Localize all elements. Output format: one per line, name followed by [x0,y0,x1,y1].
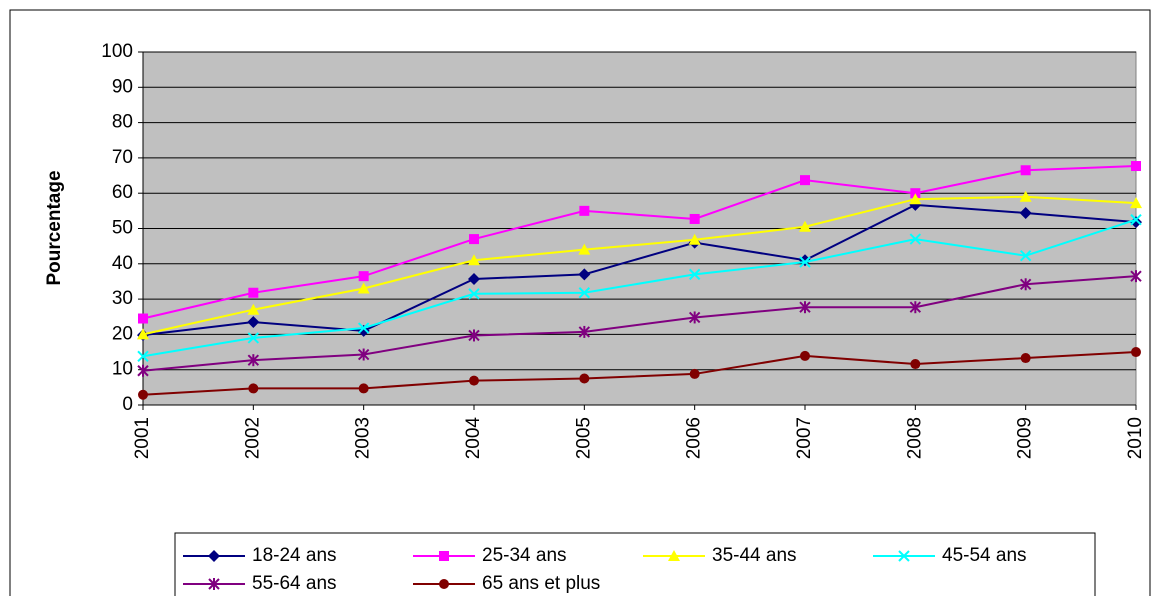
legend-label: 45-54 ans [942,545,1027,566]
series-line [142,165,1137,320]
data-point [248,383,259,394]
y-tick-label: 10 [112,359,133,380]
data-point [247,316,260,329]
data-point [1130,270,1142,283]
series-line [142,195,1137,336]
y-tick-label: 40 [112,253,133,274]
legend-marker [208,550,220,562]
legend-label: 65 ans et plus [482,573,600,594]
x-tick-label: 2005 [573,417,594,459]
data-point [1020,353,1031,364]
data-point [469,375,479,386]
y-tick-label: 20 [112,323,133,344]
legend-marker [898,550,910,562]
y-tick-label: 90 [112,76,133,97]
data-point [468,272,480,285]
data-point [910,188,921,199]
x-tick-label: 2010 [1125,417,1146,459]
data-point [138,313,148,324]
data-point [357,282,370,294]
data-point [688,268,701,281]
data-point [1019,190,1032,202]
y-tick-label: 60 [112,182,133,203]
data-point [358,383,369,394]
y-tick-label: 30 [112,288,133,309]
x-tick-label: 2009 [1015,417,1036,459]
data-point [248,287,259,298]
legend [174,532,1096,596]
data-point [578,287,591,299]
data-point [138,389,148,400]
data-point [800,350,810,361]
series-line [142,203,1137,337]
legend-marker [439,551,449,561]
data-point [1019,278,1032,291]
legend-marker [208,578,220,590]
data-point [799,256,811,268]
data-point [689,213,700,224]
data-point [799,220,811,232]
data-point [137,328,149,340]
data-point [579,373,590,384]
series-line [142,218,1137,358]
y-tick-label: 100 [101,41,133,62]
y-tick-label: 80 [112,112,133,133]
data-point [799,301,811,314]
data-point [468,329,480,342]
data-point [468,288,480,300]
x-tick-label: 2003 [353,417,374,459]
data-point [357,348,370,361]
data-point [909,193,922,205]
data-point [578,268,591,281]
data-point [910,359,921,370]
series-line [142,351,1137,396]
y-tick-label: 50 [112,218,133,239]
legend-label: 25-34 ans [482,545,567,566]
data-point [1019,206,1032,219]
x-tick-label: 2007 [794,417,815,459]
y-axis-title: Pourcentage [44,170,65,285]
data-point [909,233,922,245]
data-point [357,322,370,334]
data-point [469,234,479,245]
data-point [578,325,591,338]
data-point [579,205,590,216]
data-point [247,354,260,367]
legend-label: 55-64 ans [252,573,337,594]
data-point [247,303,260,315]
data-point [1131,347,1141,358]
legend-label: 18-24 ans [252,545,337,566]
data-point [909,301,922,314]
data-point [800,175,810,186]
data-point [358,271,369,282]
data-point [137,350,149,362]
legend-marker [439,579,449,589]
x-tick-label: 2008 [904,417,925,459]
data-point [688,233,701,245]
x-tick-label: 2001 [132,417,153,459]
data-point [1020,165,1031,176]
data-point [1130,213,1142,226]
data-point [689,368,700,379]
data-point [1131,161,1141,172]
series-line [142,275,1137,372]
data-point [1019,249,1032,262]
data-point [137,364,149,377]
x-tick-label: 2006 [684,417,705,459]
data-point [1130,197,1142,209]
data-point [688,311,701,324]
x-tick-label: 2004 [463,417,484,460]
x-tick-label: 2002 [242,417,263,459]
y-tick-label: 0 [122,394,133,415]
data-point [578,243,591,255]
legend-label: 35-44 ans [712,545,797,566]
data-point [468,254,480,266]
data-point [1130,216,1142,229]
y-tick-label: 70 [112,147,133,168]
data-point [247,332,260,344]
legend-marker [668,550,680,561]
